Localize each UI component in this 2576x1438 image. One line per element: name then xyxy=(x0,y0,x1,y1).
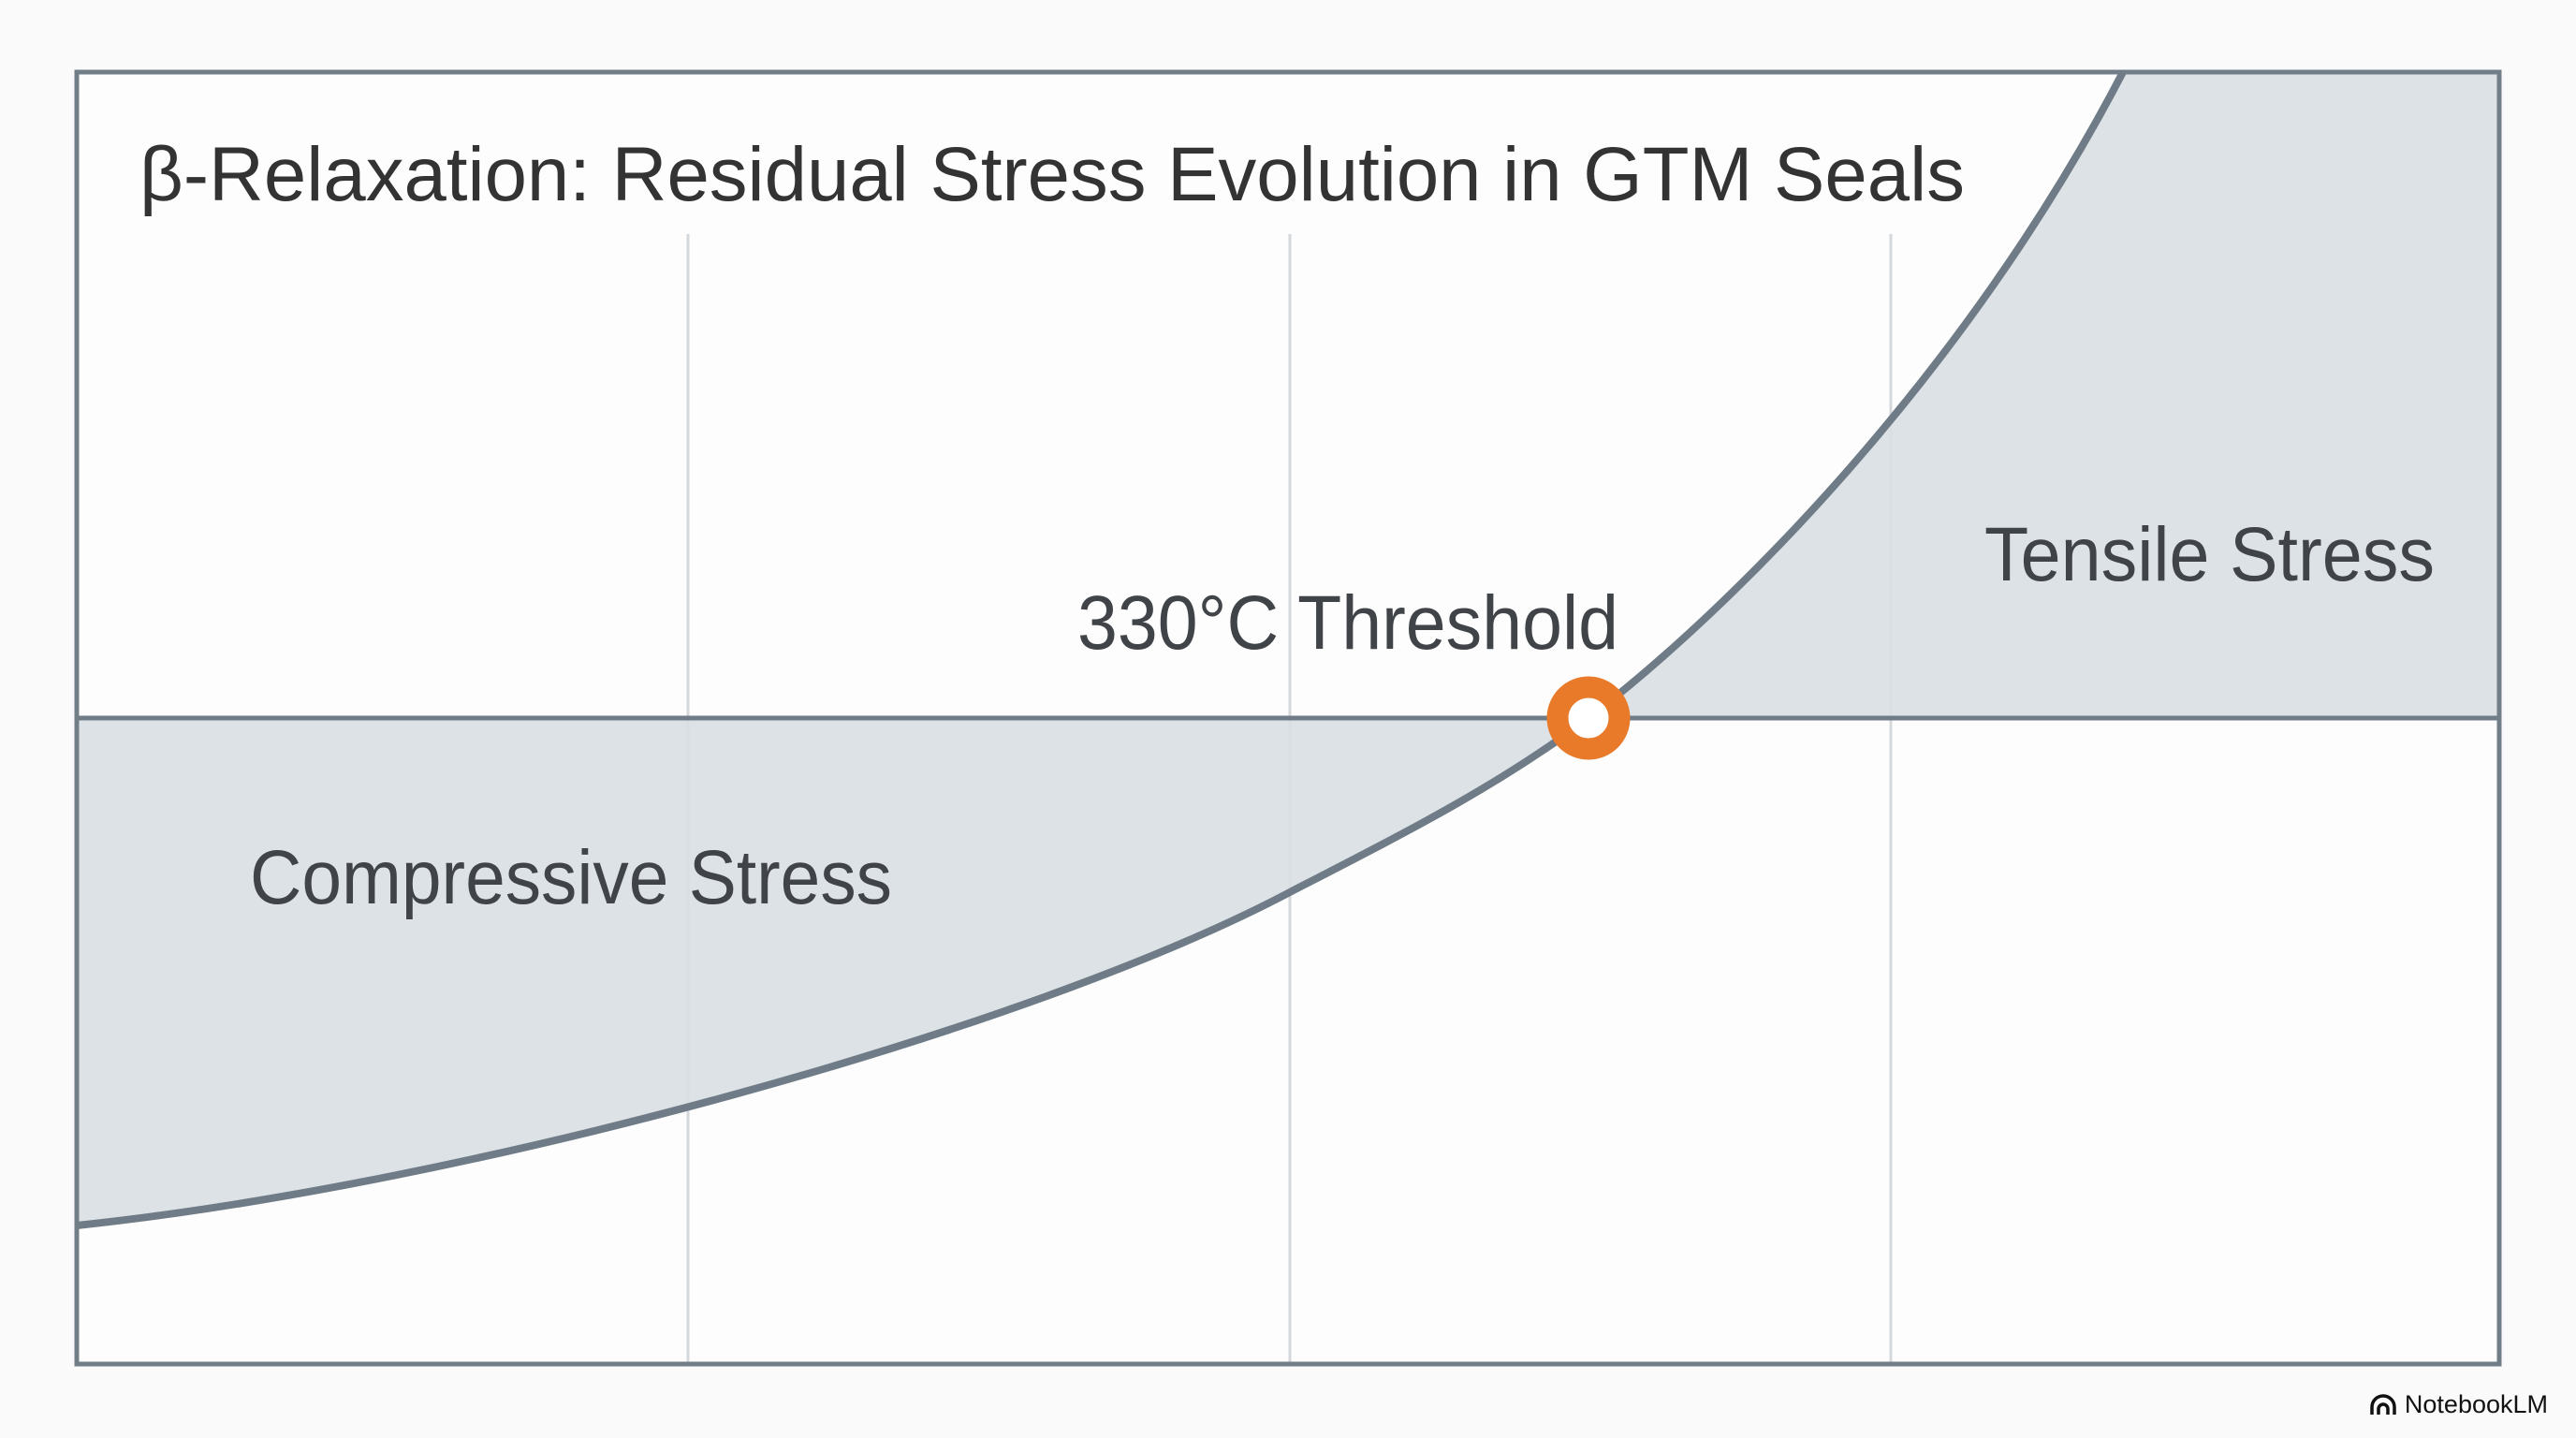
threshold-marker xyxy=(1546,676,1631,760)
threshold-label: 330°C Threshold xyxy=(1077,580,1618,666)
tensile-stress-label: Tensile Stress xyxy=(1984,512,2435,597)
compressive-stress-label: Compressive Stress xyxy=(250,835,892,920)
chart-title: β-Relaxation: Residual Stress Evolution … xyxy=(139,132,1965,217)
stress-curve xyxy=(76,70,2127,1229)
notebooklm-logo-icon xyxy=(2370,1393,2396,1415)
brand-name: NotebookLM xyxy=(2404,1390,2548,1418)
compressive-region-fill xyxy=(77,718,1588,1225)
tensile-region-fill xyxy=(1588,72,2499,718)
plot-frame xyxy=(74,69,2502,1367)
brand-watermark: NotebookLM xyxy=(2369,1390,2548,1419)
